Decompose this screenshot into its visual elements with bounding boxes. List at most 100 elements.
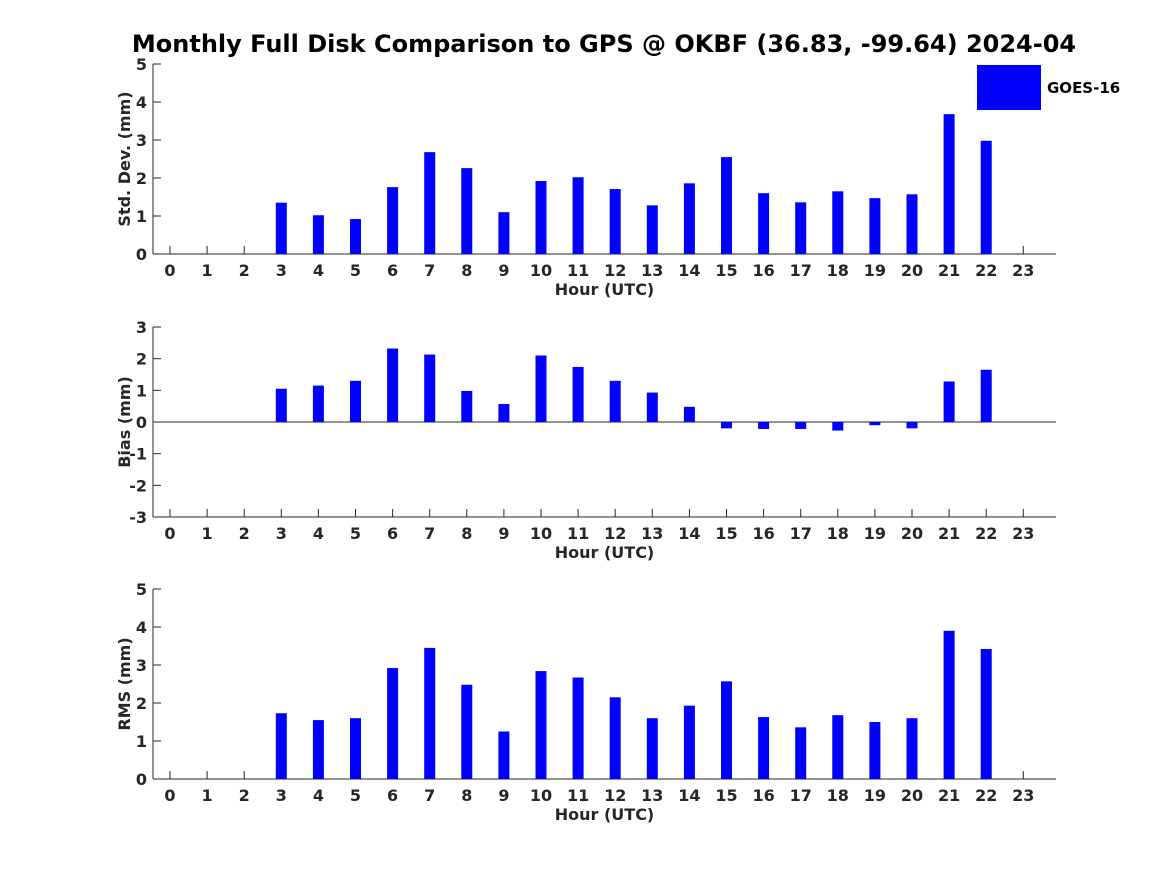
- rms-x-tick-label: 23: [1012, 786, 1034, 805]
- rms-y-tick-label: 5: [136, 580, 147, 599]
- bias-x-tick-label: 13: [641, 524, 663, 543]
- std-dev-x-tick-label: 15: [715, 261, 737, 280]
- legend-swatch: [977, 65, 1041, 110]
- bias-x-tick-label: 21: [938, 524, 960, 543]
- std-dev-bar-hour-22: [980, 140, 992, 254]
- bias-x-tick-label: 8: [461, 524, 472, 543]
- std-dev-bar-hour-8: [461, 168, 473, 254]
- std-dev-x-tick-label: 11: [567, 261, 589, 280]
- rms-bar-hour-14: [683, 705, 695, 779]
- std-dev-bar-hour-6: [387, 187, 399, 254]
- figure-title: Monthly Full Disk Comparison to GPS @ OK…: [132, 30, 1076, 58]
- rms-bar-hour-11: [572, 677, 584, 779]
- std-dev-y-tick-label: 5: [136, 55, 147, 74]
- bias-x-tick-label: 19: [864, 524, 886, 543]
- bias-x-tick-label: 14: [678, 524, 700, 543]
- rms-bar-hour-13: [646, 718, 658, 779]
- bias-bar-hour-9: [498, 403, 510, 422]
- bias-bar-hour-6: [387, 348, 399, 422]
- bias-x-tick-label: 17: [790, 524, 812, 543]
- rms-x-tick-label: 21: [938, 786, 960, 805]
- rms-x-tick-label: 22: [975, 786, 997, 805]
- rms-bar-hour-8: [461, 684, 473, 779]
- rms-x-axis-label: Hour (UTC): [555, 805, 655, 824]
- bias-y-tick-label: -3: [129, 508, 147, 527]
- bias-y-tick-label: -1: [129, 445, 147, 464]
- std-dev-bar-hour-14: [683, 183, 695, 254]
- std-dev-x-tick-label: 6: [387, 261, 398, 280]
- bias-x-axis-label: Hour (UTC): [555, 543, 655, 562]
- bias-bar-hour-18: [832, 422, 844, 431]
- std-dev-x-tick-label: 14: [678, 261, 700, 280]
- rms-bar-hour-19: [869, 722, 881, 779]
- std-dev-y-tick-label: 4: [136, 93, 147, 112]
- rms-bar-hour-16: [758, 717, 770, 779]
- bias-x-tick-label: 11: [567, 524, 589, 543]
- rms-x-tick-label: 12: [604, 786, 626, 805]
- bias-y-tick-label: -2: [129, 476, 147, 495]
- rms-bar-hour-22: [980, 649, 992, 779]
- std-dev-x-tick-label: 22: [975, 261, 997, 280]
- std-dev-x-tick-label: 16: [752, 261, 774, 280]
- rms-bar-hour-18: [832, 715, 844, 779]
- std-dev-bar-hour-3: [275, 202, 287, 254]
- rms-bar-hour-6: [387, 668, 399, 779]
- bias-bar-hour-16: [758, 422, 770, 429]
- std-dev-x-tick-label: 21: [938, 261, 960, 280]
- std-dev-x-tick-label: 23: [1012, 261, 1034, 280]
- bias-y-tick-label: 1: [136, 381, 147, 400]
- bias-bar-hour-15: [721, 422, 732, 429]
- bias-x-tick-label: 9: [498, 524, 509, 543]
- bias-x-tick-label: 2: [239, 524, 250, 543]
- bias-bar-hour-11: [572, 366, 584, 422]
- rms-x-tick-label: 4: [313, 786, 324, 805]
- bias-x-tick-label: 12: [604, 524, 626, 543]
- std-dev-x-tick-label: 4: [313, 261, 324, 280]
- bias-bar-hour-12: [609, 380, 621, 422]
- std-dev-x-tick-label: 12: [604, 261, 626, 280]
- bias-x-tick-label: 23: [1012, 524, 1034, 543]
- rms-bar-hour-12: [609, 697, 621, 779]
- std-dev-x-tick-label: 0: [164, 261, 175, 280]
- std-dev-x-tick-label: 8: [461, 261, 472, 280]
- rms-y-tick-label: 3: [136, 656, 147, 675]
- rms-x-tick-label: 9: [498, 786, 509, 805]
- bias-x-tick-label: 7: [424, 524, 435, 543]
- bias-x-tick-label: 5: [350, 524, 361, 543]
- rms-y-tick-label: 4: [136, 618, 147, 637]
- legend: GOES-16: [977, 65, 1120, 110]
- std-dev-bar-hour-16: [758, 193, 770, 254]
- std-dev-bar-hour-9: [498, 212, 510, 254]
- std-dev-x-tick-label: 5: [350, 261, 361, 280]
- std-dev-bar-hour-17: [795, 202, 807, 254]
- bias-bar-hour-17: [795, 422, 807, 429]
- std-dev-bar-hour-7: [424, 152, 436, 254]
- rms-x-tick-label: 18: [827, 786, 849, 805]
- std-dev-bar-hour-21: [943, 114, 955, 254]
- rms-x-tick-label: 3: [276, 786, 287, 805]
- bias-x-tick-label: 1: [202, 524, 213, 543]
- rms-x-tick-label: 5: [350, 786, 361, 805]
- rms-x-tick-label: 19: [864, 786, 886, 805]
- bias-x-tick-label: 20: [901, 524, 923, 543]
- std-dev-y-axis-label: Std. Dev. (mm): [115, 91, 134, 226]
- rms-bar-hour-5: [350, 718, 361, 779]
- std-dev-x-tick-label: 3: [276, 261, 287, 280]
- rms-x-tick-label: 16: [752, 786, 774, 805]
- rms-bar-hour-20: [906, 718, 918, 779]
- bias-x-tick-label: 15: [715, 524, 737, 543]
- bias-x-tick-label: 6: [387, 524, 398, 543]
- std-dev-x-tick-label: 18: [827, 261, 849, 280]
- bias-y-axis-label: Bias (mm): [115, 376, 134, 468]
- rms-bar-hour-4: [312, 720, 324, 779]
- std-dev-bar-hour-10: [535, 181, 547, 254]
- rms-bar-hour-3: [275, 713, 287, 779]
- rms-bar-hour-7: [424, 647, 436, 779]
- bias-bar-hour-8: [461, 390, 473, 422]
- bias-y-tick-label: 2: [136, 350, 147, 369]
